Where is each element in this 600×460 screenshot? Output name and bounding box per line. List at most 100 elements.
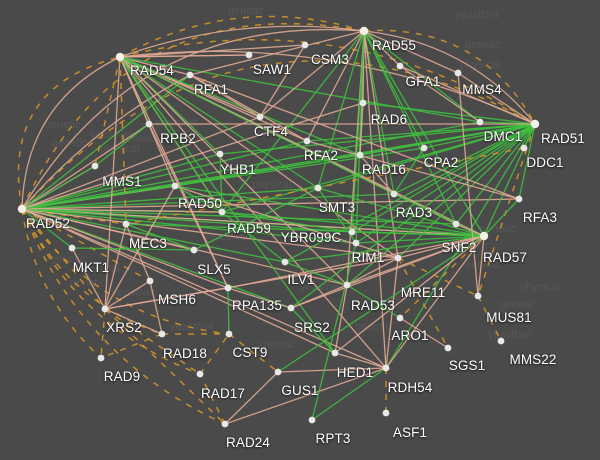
node-rad6[interactable] [359,99,367,107]
node-rad18[interactable] [158,330,166,338]
node-rfa2[interactable] [303,137,311,145]
node-label-gus1[interactable]: GUS1 [281,383,319,398]
node-label-msh6[interactable]: MSH6 [158,292,196,307]
node-label-rad53[interactable]: RAD53 [350,298,396,313]
node-label-slx5[interactable]: SLX5 [197,262,231,277]
node-yhb1[interactable] [216,150,224,158]
node-hed1[interactable] [331,349,339,357]
node-label-rad50[interactable]: RAD50 [177,196,223,211]
node-rad53[interactable] [343,281,351,289]
node-label-rad16[interactable]: RAD16 [361,162,407,177]
node-label-hed1[interactable]: HED1 [336,365,374,380]
node-xrs2[interactable] [101,305,109,313]
node-rad51[interactable] [530,119,540,129]
node-rad54[interactable] [115,52,125,62]
node-mus81[interactable] [474,292,482,300]
node-mms22[interactable] [497,337,505,345]
node-rim1[interactable] [352,239,360,247]
node-label-rad55[interactable]: RAD55 [371,38,417,53]
node-label-mre11[interactable]: MRE11 [400,285,446,300]
node-mkt1[interactable] [68,244,76,252]
node-label-csm3[interactable]: CSM3 [311,52,349,67]
node-label-ilv1[interactable]: ILV1 [287,272,315,287]
node-csm3[interactable] [301,41,309,49]
node-label-cpa2[interactable]: CPA2 [423,155,459,170]
node-label-ybr099c[interactable]: YBR099C [280,230,342,245]
node-label-rad52[interactable]: RAD52 [25,216,71,231]
node-label-asf1[interactable]: ASF1 [392,425,428,440]
node-label-rim1[interactable]: RIM1 [351,250,385,265]
node-smt3[interactable] [314,184,322,192]
node-rad52[interactable] [17,204,27,214]
node-label-smt3[interactable]: SMT3 [318,200,356,215]
node-rad55[interactable] [359,26,369,36]
node-rad59[interactable] [218,208,226,216]
node-cpa2[interactable] [420,144,428,152]
node-rpt3[interactable] [308,416,316,424]
node-srs2[interactable] [287,304,295,312]
node-label-ctf4[interactable]: CTF4 [253,124,289,139]
node-rad3[interactable] [390,190,398,198]
node-ybr099c[interactable] [348,228,356,236]
node-ctf4[interactable] [256,113,264,121]
node-label-cst9[interactable]: CST9 [232,345,268,360]
node-rpb2[interactable] [145,120,153,128]
node-label-rad9[interactable]: RAD9 [103,369,141,384]
node-label-rad6[interactable]: RAD6 [370,112,408,127]
node-ddc1[interactable] [520,144,528,152]
node-label-rad54[interactable]: RAD54 [129,63,175,78]
node-rpa135[interactable] [224,284,232,292]
node-gus1[interactable] [274,368,282,376]
node-label-rpa135[interactable]: RPA135 [232,298,282,313]
node-label-xrs2[interactable]: XRS2 [106,320,142,335]
node-label-srs2[interactable]: SRS2 [294,320,330,335]
node-snf2[interactable] [479,231,489,241]
node-label-saw1[interactable]: SAW1 [252,62,292,77]
node-label-rfa2[interactable]: RFA2 [303,148,339,163]
node-label-mkt1[interactable]: MKT1 [72,260,110,275]
node-rad50[interactable] [171,182,179,190]
node-label-rad17[interactable]: RAD17 [200,386,246,401]
node-label-ddc1[interactable]: DDC1 [526,155,564,170]
node-label-rad24[interactable]: RAD24 [225,435,271,450]
node-mre11[interactable] [394,254,402,262]
node-label-dmc1[interactable]: DMC1 [483,129,523,144]
node-rfa3[interactable] [515,195,523,203]
node-rfa1[interactable] [186,71,194,79]
node-label-gfa1[interactable]: GFA1 [405,74,441,89]
node-saw1[interactable] [245,51,253,59]
node-label-mms4[interactable]: MMS4 [462,82,502,97]
node-label-rfa3[interactable]: RFA3 [522,210,558,225]
node-mms1[interactable] [91,162,99,170]
node-ilv1[interactable] [281,258,289,266]
node-label-sgs1[interactable]: SGS1 [448,358,486,373]
node-label-rad3[interactable]: RAD3 [395,205,433,220]
node-label-mms1[interactable]: MMS1 [102,174,142,189]
node-aro1[interactable] [396,314,404,322]
node-mms4[interactable] [454,69,462,77]
node-rdh54[interactable] [382,364,390,372]
node-label-rad51[interactable]: RAD51 [540,131,586,146]
node-gfa1[interactable] [396,62,404,70]
node-msh6[interactable] [146,277,154,285]
node-label-yhb1[interactable]: YHB1 [220,162,256,177]
node-label-rpt3[interactable]: RPT3 [315,431,351,446]
node-label-rad59[interactable]: RAD59 [226,221,272,236]
node-slx5[interactable] [190,246,198,254]
node-label-mms22[interactable]: MMS22 [509,352,557,367]
node-rad17[interactable] [196,370,204,378]
node-label-mec3[interactable]: MEC3 [129,236,167,251]
node-rad57[interactable] [452,220,460,228]
node-rad24[interactable] [221,420,229,428]
node-mec3[interactable] [122,220,130,228]
node-asf1[interactable] [382,409,390,417]
node-sgs1[interactable] [444,344,452,352]
node-layer[interactable] [17,26,540,428]
node-label-snf2[interactable]: SNF2 [441,240,477,255]
node-dmc1[interactable] [476,118,484,126]
node-label-rpb2[interactable]: RPB2 [160,131,196,146]
node-rad9[interactable] [97,354,105,362]
node-label-mus81[interactable]: MUS81 [486,310,532,325]
node-cst9[interactable] [225,330,233,338]
